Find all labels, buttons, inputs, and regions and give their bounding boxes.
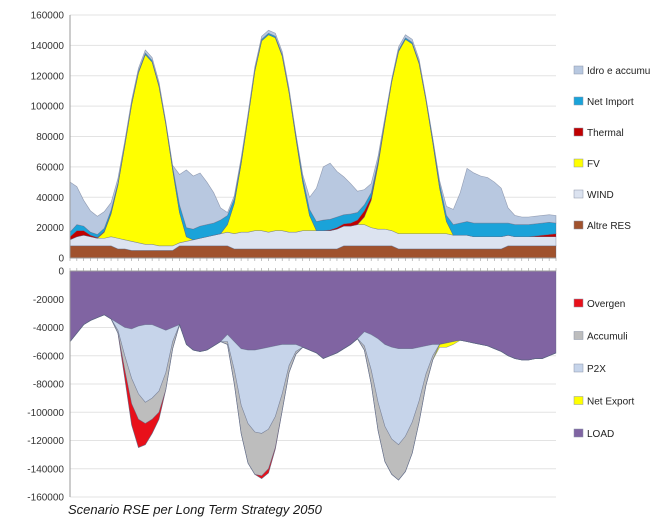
bottom-legend-label-net-export: Net Export [587,397,634,408]
top-chart-areas [69,29,557,259]
top-y-tick-label: 40000 [36,193,64,204]
bottom-legend-label-overgen: Overgen [587,299,625,310]
top-chart-y-axis: 0 20000 40000 60000 80000 100000 120000 140000 1… [31,11,557,265]
top-legend-label-thermal: Thermal [587,128,624,139]
top-y-tick-label: 120000 [31,71,65,82]
chart-caption: Scenario RSE per Long Term Strategy 2050 [68,502,322,517]
bottom-y-tick-label: -120000 [27,436,64,447]
top-legend-label-fv: FV [587,159,600,170]
top-y-tick-label: 160000 [31,11,65,22]
bottom-legend-label-accumuli: Accumuli [587,332,628,343]
bottom-chart-y-axis: 0 -20000 -40000 -60000 -80000 -100000 -120000 -… [27,267,557,504]
bottom-legend-swatch-accumuli [573,331,584,340]
top-y-tick-label: 100000 [31,102,65,113]
top-chart-legend: Idro e accumuli Net Import Thermal FV WIND Al… [573,65,651,232]
top-y-tick-label: 80000 [36,132,64,143]
top-legend-label-wind: WIND [587,190,614,201]
bottom-y-tick-label: -160000 [27,493,64,504]
bottom-y-tick-label: 0 [58,267,64,278]
bottom-y-tick-label: -80000 [33,380,65,391]
bottom-legend-swatch-load [573,428,584,438]
bottom-y-tick-label: -40000 [33,323,65,334]
top-legend-label-altre-res: Altre RES [587,221,631,232]
top-legend-label-net-import: Net Import [587,97,634,108]
top-legend-swatch-idro-e-accumuli [573,65,584,75]
bottom-legend-swatch-net-export [573,396,584,405]
bottom-chart-areas [69,270,557,481]
top-legend-swatch-thermal [573,127,584,137]
top-y-tick-label: 20000 [36,223,64,234]
top-legend-label-idro-e-accumuli: Idro e accumuli [587,66,651,77]
bottom-y-tick-label: -140000 [27,464,64,475]
bottom-y-tick-label: -20000 [33,295,65,306]
bottom-legend-label-load: LOAD [587,429,614,440]
bottom-legend-swatch-p2x [573,363,584,373]
top-legend-swatch-net-import [573,96,584,106]
top-y-tick-label: 60000 [36,162,64,173]
bottom-y-tick-label: -100000 [27,408,64,419]
bottom-y-tick-label: -60000 [33,351,65,362]
bottom-legend-label-p2x: P2X [587,364,606,375]
top-y-tick-label: 0 [58,254,64,265]
bottom-chart-legend: Overgen Accumuli P2X Net Export LOAD [573,298,634,440]
top-legend-swatch-altre-res [573,220,584,230]
top-legend-swatch-wind [573,189,584,199]
bottom-legend-swatch-overgen [573,298,584,308]
top-y-tick-label: 140000 [31,41,65,52]
top-area-idro-e-accumuli [69,29,557,235]
top-legend-swatch-fv [573,158,584,168]
bottom-area-net-export [69,314,557,481]
